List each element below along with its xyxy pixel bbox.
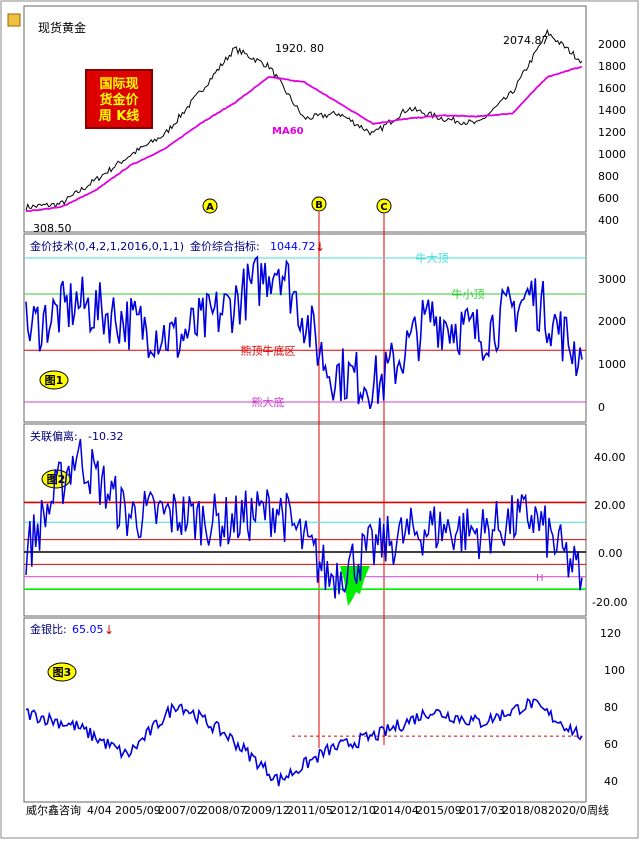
marker-c: C [376, 198, 392, 214]
marker-b: B [311, 196, 327, 212]
x-tick: 2007/02 [158, 804, 204, 817]
panel1-ytick: 1600 [598, 82, 626, 95]
source-label: 威尔鑫咨询 [26, 803, 81, 817]
x-tick: 4/04 [87, 804, 112, 817]
panel2-header-label: 金价技术(0,4,2,1,2016,0,1,1) [30, 239, 184, 253]
panel3-header-label: 关联偏离: [30, 429, 78, 443]
panel2-yaxis: 3000 2000 1000 0 [598, 273, 626, 414]
panel4-ytick: 120 [600, 627, 621, 640]
panel2-ytick: 2000 [598, 315, 626, 328]
x-tick: 2009/12 [244, 804, 290, 817]
x-tick: 2017/03 [459, 804, 505, 817]
figure-label-1-text: 图1 [45, 374, 64, 387]
panel2-header-index-label: 金价综合指标: [190, 239, 260, 253]
badge-line-2: 货金价 [99, 92, 139, 108]
panel-deviation [23, 423, 587, 617]
x-tick: 2005/09 [115, 804, 161, 817]
panel1-ytick: 800 [598, 170, 619, 183]
x-tick: 2020/0 [548, 804, 587, 817]
panel-price [23, 5, 587, 233]
marker-a: A [202, 198, 218, 214]
price-line [25, 28, 583, 211]
panel3-ytick: 0.00 [598, 547, 623, 560]
panel3-ytick: 20.00 [594, 499, 626, 512]
panel-tech [23, 233, 587, 423]
tech-line-label: 熊大底 [252, 395, 285, 409]
x-tick: 2018/08 [502, 804, 548, 817]
figure-label-1: 图1 [39, 370, 69, 390]
panel1-ytick: 600 [598, 192, 619, 205]
panel2-ytick: 1000 [598, 358, 626, 371]
panel3-header-value: -10.32 [88, 430, 123, 443]
tech-line-label: 牛小顶 [452, 287, 485, 301]
x-tick: 2015/09 [416, 804, 462, 817]
panel4-header: 金银比: 65.05 ↓ [30, 622, 114, 637]
marker-a-label: A [206, 202, 214, 213]
marker-c-label: C [380, 202, 387, 213]
panel3-yaxis: 40.00 20.00 0.00 -20.00 [592, 451, 627, 609]
panel1-ytick: 2000 [598, 38, 626, 51]
panel4-header-label: 金银比: [30, 622, 67, 636]
ma60-line [25, 65, 583, 213]
low-label: 308.50 [33, 222, 72, 235]
high-label: 1920. 80 [275, 42, 324, 55]
figure-label-2-text: 图2 [47, 473, 66, 486]
tech-line-label: 牛大顶 [416, 251, 449, 265]
down-arrow-icon: ↓ [315, 240, 325, 254]
x-tick: 2008/07 [201, 804, 247, 817]
panel3-ytick: 40.00 [594, 451, 626, 464]
marker-b-label: B [315, 200, 323, 211]
window-title: 现货黄金 [38, 20, 86, 35]
ma-label: MA60 [272, 126, 304, 137]
panel2-ytick: 3000 [598, 273, 626, 286]
panel3-ytick: -20.00 [592, 596, 627, 609]
panel2-ytick: 0 [598, 401, 605, 414]
high-right-label: 2074.87 [503, 34, 549, 47]
deviation-marker-label: H [536, 573, 544, 584]
panel1-ytick: 1800 [598, 60, 626, 73]
chart-badge: 国际现 货金价 周 K线 [85, 69, 153, 129]
panel4-ytick: 80 [604, 701, 618, 714]
tech-line-label: 熊顶牛底区 [241, 343, 296, 357]
tech-indicator-line [25, 255, 583, 410]
window-icon [7, 13, 21, 27]
deviation-line [25, 438, 583, 599]
down-arrow-icon: ↓ [104, 623, 114, 637]
panel1-ytick: 1200 [598, 126, 626, 139]
panel4-header-value: 65.05 [72, 623, 104, 636]
panel3-header: 关联偏离: -10.32 [30, 429, 123, 443]
x-tick: 2014/04 [373, 804, 419, 817]
x-end-label: 周线 [587, 803, 609, 817]
panel2-header: 金价技术(0,4,2,1,2016,0,1,1) 金价综合指标: 1044.72… [30, 239, 325, 254]
panel4-ytick: 100 [604, 664, 625, 677]
x-tick: 2011/05 [287, 804, 333, 817]
panel4-ytick: 40 [604, 775, 618, 788]
panel1-ytick: 1400 [598, 104, 626, 117]
x-axis: 威尔鑫咨询 4/04 2005/09 2007/02 2008/07 2009/… [26, 803, 609, 817]
badge-line-3: 周 K线 [99, 108, 140, 124]
panel4-ytick: 60 [604, 738, 618, 751]
figure-label-3-text: 图3 [53, 666, 72, 679]
panel1-yaxis: 2000 1800 1600 1400 1200 1000 800 600 40… [598, 38, 626, 227]
panel1-ytick: 1000 [598, 148, 626, 161]
ratio-line [25, 697, 583, 787]
figure-label-3: 图3 [47, 662, 77, 682]
panel4-yaxis: 120 100 80 60 40 [600, 627, 625, 788]
panel1-ytick: 400 [598, 214, 619, 227]
panel2-header-value: 1044.72 [270, 240, 316, 253]
x-tick: 2012/10 [330, 804, 376, 817]
badge-line-1: 国际现 [99, 77, 138, 92]
